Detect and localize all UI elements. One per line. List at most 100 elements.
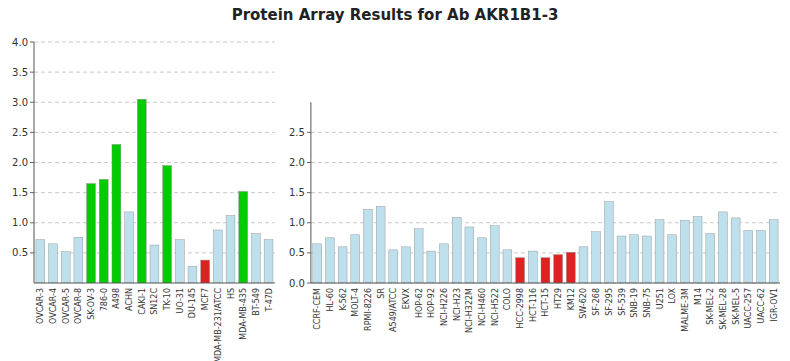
bar [36,240,45,283]
title: Protein Array Results for Ab AKR1B1-3 [232,6,559,24]
x-tick-label: HCC-2998 [516,288,525,328]
x-tick-label: KM12 [567,288,576,310]
x-tick-label: SF-539 [618,288,627,316]
x-tick-label: MDA-MB-231/ATCC [214,288,223,361]
x-tick-label: NCI-H226 [440,288,449,326]
x-tick-label: SR [377,288,386,299]
bar [125,212,134,283]
bar [338,247,347,283]
bar [528,251,537,283]
x-tick-label: U251 [656,288,665,309]
y-tick-label: 2.5 [289,127,305,138]
y-tick [307,162,311,163]
y-tick-label: 0.0 [289,278,305,289]
y-tick [30,162,34,163]
y-tick-label: 4.0 [12,37,28,48]
x-tick-label: OVCAR-4 [49,288,58,324]
x-tick-label: A498 [112,288,121,309]
panel: 0.00.51.01.52.02.5CCRF-CEMHL-60K-562MOLT… [289,102,780,333]
bar [87,184,96,283]
x-tick-label: K-562 [339,288,348,311]
y-tick [30,192,34,193]
bar [61,252,70,283]
bar [427,251,436,283]
bar [440,244,449,283]
x-tick-label: HS [227,288,236,299]
x-tick-label: MDA-MB-435 [239,288,248,340]
x-tick-label: UO-31 [176,288,185,313]
bar [719,212,728,283]
x-tick-label: RPMI-8226 [364,288,373,331]
bar [414,229,423,283]
x-tick-label: A549/ATCC [389,288,398,332]
x-tick-label: MOLT-4 [351,288,360,317]
x-tick-label: DU-145 [188,288,197,318]
x-tick-label: OVCAR-5 [62,288,71,324]
grid-line [311,192,780,193]
y-tick [307,283,311,284]
x-tick-label: SNB-19 [630,288,639,318]
y-tick-label: 1.5 [289,187,305,198]
x-tick-label: CAKI-1 [138,288,147,315]
grid-line [34,132,275,133]
bar [99,179,108,283]
grid-line [311,162,780,163]
y-tick-label: 0.5 [12,247,28,258]
bar [744,231,753,283]
bar [226,216,235,283]
bar [351,235,360,283]
bar [490,226,499,283]
bar [325,238,334,283]
x-tick-label: HOP-92 [427,288,436,318]
y-tick-label: 1.0 [12,217,28,228]
bar [213,230,222,283]
bar [604,202,613,283]
x-tick-label: HL-60 [326,288,335,311]
y-tick-label: 3.5 [12,67,28,78]
y-tick [30,132,34,133]
bar [137,99,146,283]
grid-line [34,162,275,163]
x-tick-label: SK-MEL-5 [732,288,741,325]
bar [554,255,563,283]
x-tick-label: BT-549 [252,288,261,316]
x-tick-label: IGR-OV1 [770,288,779,322]
panel: 0.51.01.52.02.53.03.54.0OVCAR-3OVCAR-4OV… [12,37,275,361]
x-tick-label: SK-MEL-28 [719,288,728,330]
y-tick-label: 2.0 [289,157,305,168]
x-tick-label: ACHN [125,288,134,311]
x-tick-label: SW-620 [579,288,588,319]
bar [74,237,83,283]
x-tick-label: UACC-257 [744,288,753,329]
y-tick [307,132,311,133]
bar [566,252,575,283]
x-tick-label: CCRF-CEM [313,288,322,330]
bar [516,258,525,283]
bar [592,232,601,283]
bar [49,244,58,283]
x-tick-label: T-47D [265,288,274,312]
x-tick-label: SNB-75 [643,288,652,318]
bar [201,260,210,283]
x-tick-label: NCI-H322M [465,288,474,333]
bar [731,218,740,283]
bar [402,247,411,283]
grid-line [34,42,275,43]
y-tick [30,42,34,43]
x-tick-label: M14 [694,288,703,305]
bar [188,266,197,283]
bar [239,191,248,283]
bars [313,202,778,283]
y-tick [30,222,34,223]
x-tick-label: HT29 [554,288,563,309]
x-tick-label: SK-MEL-2 [706,288,715,325]
bar [642,236,651,283]
bar [175,240,184,283]
x-tick-label: OVCAR-8 [74,288,83,324]
bar [163,166,172,283]
y-tick-label: 1.0 [289,217,305,228]
bar [757,231,766,283]
bar [503,250,512,283]
x-tick-label: HCT-116 [529,288,538,322]
bar [264,240,273,283]
